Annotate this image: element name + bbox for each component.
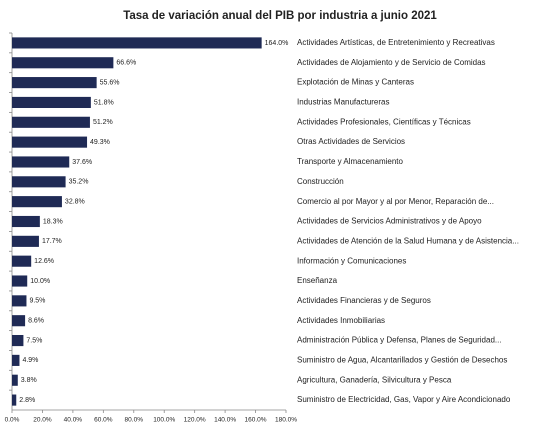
category-label: Agricultura, Ganadería, Silvicultura y P… [297, 375, 452, 384]
x-tick-label: 20.0% [33, 417, 52, 424]
value-label: 12.6% [34, 258, 54, 265]
bar [12, 315, 26, 327]
bar [12, 334, 24, 347]
value-label: 51.8% [94, 99, 114, 106]
x-tick-label: 160.0% [245, 417, 267, 424]
category-label: Información y Comunicaciones [297, 256, 406, 265]
category-label: Actividades Inmobiliarias [297, 316, 385, 325]
category-label: Actividades Financieras y de Seguros [297, 296, 431, 305]
value-label: 18.3% [43, 218, 63, 225]
bar [12, 354, 20, 366]
value-label: 37.6% [72, 159, 92, 166]
x-tick-label: 60.0% [94, 417, 113, 424]
category-label: Construcción [297, 177, 344, 186]
value-label: 3.8% [21, 377, 37, 384]
bar [12, 176, 66, 188]
x-tick-label: 80.0% [125, 417, 144, 424]
category-label: Actividades Artísticas, de Entretenimien… [297, 38, 495, 47]
bar [12, 37, 262, 49]
value-label: 9.5% [29, 298, 45, 305]
value-label: 51.2% [93, 119, 113, 126]
category-label: Actividades de Alojamiento y de Servicio… [297, 58, 486, 67]
value-label: 17.7% [42, 238, 62, 245]
category-label: Transporte y Almacenamiento [297, 157, 404, 166]
category-label: Industrias Manufactureras [297, 98, 390, 107]
category-label: Comercio al por Mayor y al por Menor, Re… [297, 197, 494, 206]
category-label: Explotación de Minas y Canteras [297, 78, 414, 87]
bar [12, 275, 28, 287]
x-tick-label: 100.0% [153, 417, 175, 424]
value-label: 35.2% [69, 179, 89, 186]
x-tick-label: 180.0% [275, 417, 297, 424]
bar [12, 116, 90, 128]
bar [12, 96, 91, 109]
value-label: 7.5% [26, 337, 42, 344]
chart-title: Tasa de variación anual del PIB por indu… [123, 10, 437, 22]
value-label: 32.8% [65, 199, 85, 206]
bar [12, 196, 62, 208]
bar [12, 57, 114, 69]
x-tick-label: 140.0% [214, 417, 236, 424]
bar [12, 156, 70, 168]
value-label: 10.0% [30, 278, 50, 285]
category-label: Actividades de Atención de la Salud Huma… [297, 236, 519, 245]
value-label: 164.0% [265, 40, 289, 47]
bar [12, 255, 32, 267]
value-label: 55.6% [100, 79, 120, 86]
value-label: 8.6% [28, 318, 44, 325]
category-label: Actividades de Servicios Administrativos… [297, 217, 482, 226]
category-label: Administración Pública y Defensa, Planes… [297, 336, 502, 345]
category-label: Suministro de Electricidad, Gas, Vapor y… [297, 395, 511, 404]
category-label: Otras Actividades de Servicios [297, 137, 405, 146]
category-label: Suministro de Agua, Alcantarillados y Ge… [297, 356, 507, 365]
bar [12, 374, 18, 386]
x-tick-label: 0.0% [5, 417, 20, 424]
bar [12, 235, 39, 247]
x-tick-label: 40.0% [64, 417, 83, 424]
x-tick-label: 120.0% [184, 417, 206, 424]
value-label: 49.3% [90, 139, 110, 146]
bar [12, 77, 97, 89]
bar [12, 136, 88, 148]
value-label: 4.9% [22, 357, 38, 364]
category-label: Enseñanza [297, 276, 338, 285]
category-label: Actividades Profesionales, Científicas y… [297, 117, 471, 126]
bar [12, 394, 17, 406]
bar [12, 215, 40, 228]
bar [12, 295, 27, 307]
value-label: 66.6% [116, 60, 136, 67]
value-label: 2.8% [19, 397, 35, 404]
